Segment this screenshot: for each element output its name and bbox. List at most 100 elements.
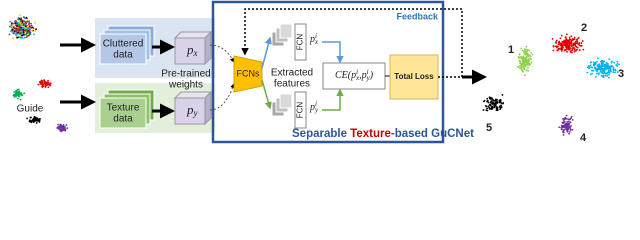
scatter-dot [18,23,21,26]
feature-map [279,23,293,39]
scatter-dot [34,119,37,122]
scatter-dot [25,33,28,36]
scatter-dot [580,42,583,44]
scatter-dot [33,115,36,118]
scatter-dot [493,102,496,105]
scatter-dot [34,21,36,24]
py-label: py [186,102,198,118]
data-stack [99,33,147,65]
scatter-dot [586,66,589,69]
scatter-dot [605,73,608,75]
scatter-dot [582,48,585,51]
scatter-dot [20,29,23,32]
scatter-dot [527,62,530,65]
label: FCNs [237,68,260,78]
scatter-dot [524,74,526,76]
scatter-dot [35,28,37,31]
scatter-dot [608,58,611,61]
model-box [204,90,212,126]
label: Texture [107,103,140,114]
pix-label: pi x [309,32,319,46]
scatter-dot [58,127,61,129]
scatter-dot [526,63,528,66]
scatter-dot [605,65,607,68]
scatter-dot [576,40,579,43]
scatter-dot [22,16,25,19]
scatter-dot [610,70,612,73]
scatter-dot [573,42,576,45]
scatter-dot [565,114,568,117]
scatter-dot [567,120,570,123]
scatter-dot [566,40,568,42]
scatter-dot [530,61,533,64]
scatter-dot [18,36,21,39]
scatter-dot [19,21,22,24]
scatter-dot [563,117,566,120]
scatter-dot [38,121,41,123]
scatter-dot [614,71,616,74]
scatter-dot [519,67,522,70]
scatter-dot [21,27,24,29]
scatter-dot [562,134,565,136]
scatter-dot [31,29,33,32]
scatter-dot [524,53,527,56]
scatter-dot [16,36,18,39]
scatter-dot [488,97,491,100]
cluster-label: 4 [580,132,587,144]
scatter-dot [612,71,615,74]
scatter-dot [17,28,20,31]
scatter-dot [498,101,501,104]
scatter-dot [18,90,21,93]
scatter-dot [57,123,59,126]
scatter-dot [12,22,15,25]
scatter-dot [518,57,520,60]
network-title: Separable Texture-based GuCNet [292,128,474,140]
scatter-dot [496,109,499,112]
scatter-dot [572,43,575,46]
scatter-dot [491,107,493,110]
scatter-dot [20,36,23,39]
scatter-dot [22,31,25,34]
scatter-dot [498,105,501,108]
scatter-dot [23,23,26,26]
scatter-dot [488,104,491,107]
scatter-dot [554,45,557,48]
scatter-dot [524,60,527,63]
scatter-dot [526,48,528,51]
scatter-dot [565,124,568,126]
scatter-dot [27,30,30,32]
label: data [113,114,133,125]
scatter-dot [517,55,520,58]
scatter-dot [44,84,47,87]
scatter-dot [610,65,612,67]
scatter-dot [496,106,498,108]
scatter-dot [521,49,524,52]
scatter-dot [596,57,599,60]
scatter-dot [561,44,564,47]
scatter-dot [10,24,13,27]
scatter-dot [602,60,605,63]
scatter-dot [608,71,610,74]
scatter-dot [604,63,606,66]
scatter-dot [564,48,567,51]
scatter-dot [30,24,33,27]
scatter-dot [616,65,619,67]
scatter-dot [603,68,606,71]
scatter-dot [16,25,18,27]
scatter-dot [46,82,49,84]
scatter-dot [520,47,523,50]
ce-box [322,62,386,90]
arrow [209,83,236,111]
scatter-dot [561,121,564,124]
scatter-dot [525,45,528,48]
scatter-dot [491,105,493,108]
scatter-dot [29,116,32,119]
scatter-dot [16,22,18,25]
scatter-dot [22,33,25,36]
scatter-dot [56,127,59,129]
scatter-dot [569,121,572,124]
scatter-dot [591,69,594,72]
scatter-dot [22,28,25,31]
scatter-dot [24,27,27,30]
scatter-dot [17,35,20,38]
